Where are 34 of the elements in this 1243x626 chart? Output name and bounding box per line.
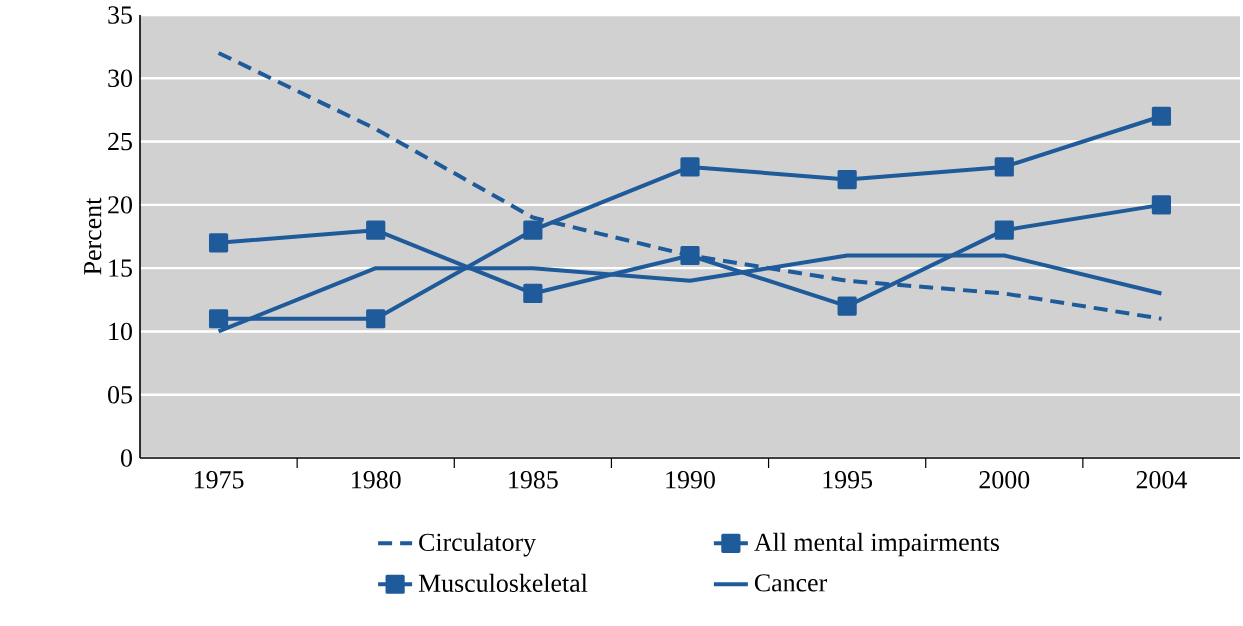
point <box>366 309 386 329</box>
x-tick-label: 1985 <box>509 471 558 489</box>
legend-label: All mental impairments <box>754 532 999 557</box>
y-axis-title: Percent <box>84 197 102 275</box>
point <box>680 157 700 177</box>
y-tick-label: 0 <box>121 449 132 467</box>
point <box>680 245 700 266</box>
y-tick-label: 30 <box>108 69 132 88</box>
point <box>208 233 229 253</box>
point <box>208 309 229 329</box>
point <box>994 220 1014 240</box>
point <box>837 296 857 316</box>
legend-label: Cancer <box>754 574 828 592</box>
x-tick-label: 2000 <box>979 471 1030 489</box>
point <box>994 157 1014 177</box>
y-tick-label: 20 <box>108 196 132 214</box>
x-tick-label: 1975 <box>194 471 244 489</box>
point <box>523 283 543 304</box>
y-tick-label: 10 <box>109 322 132 341</box>
x-tick-label: 2004 <box>1136 471 1187 489</box>
y-tick-label: 35 <box>108 6 132 24</box>
point <box>1151 195 1172 215</box>
x-tick-label: 1990 <box>666 471 715 489</box>
x-tick-label: 1980 <box>352 471 401 489</box>
x-tick-label: 1995 <box>823 471 873 489</box>
y-tick-label: 05 <box>108 385 132 404</box>
legend-label: Circulatory <box>419 532 536 557</box>
point <box>1151 106 1172 126</box>
legend-label: Musculoskeletal <box>418 573 588 592</box>
y-tick-label: 15 <box>109 259 132 277</box>
point <box>366 220 386 240</box>
point <box>837 169 857 190</box>
y-tick-label: 25 <box>108 132 132 151</box>
point <box>523 220 543 240</box>
